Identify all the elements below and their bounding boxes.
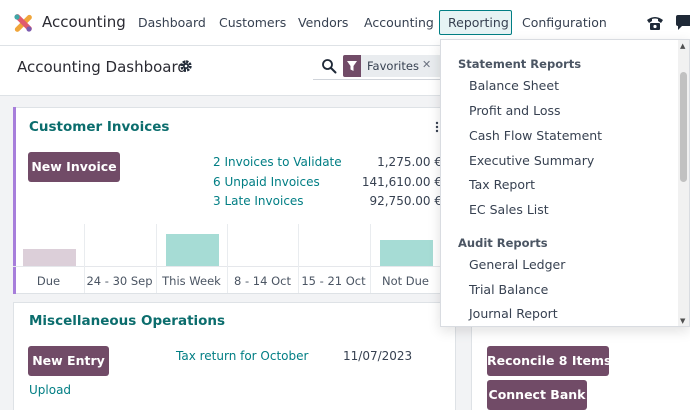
chat-icon[interactable] bbox=[674, 14, 690, 32]
menu-item-label: Tax Report bbox=[469, 177, 536, 192]
nav-configuration[interactable]: Configuration bbox=[522, 15, 607, 30]
chart-tick-label: 24 - 30 Sep bbox=[86, 274, 153, 288]
search-bar[interactable]: Favorites ✕ bbox=[313, 52, 451, 80]
search-facet-favorites[interactable]: Favorites ✕ bbox=[343, 55, 451, 77]
nav-reporting[interactable]: Reporting bbox=[439, 10, 512, 35]
chart-bar[interactable] bbox=[166, 234, 219, 266]
unpaid-invoices-link[interactable]: 6 Unpaid Invoices bbox=[213, 175, 320, 189]
facet-label: Favorites bbox=[367, 59, 419, 73]
scrollbar-thumb[interactable] bbox=[680, 72, 687, 182]
facet-remove-icon[interactable]: ✕ bbox=[422, 58, 432, 71]
menu-item-label: Executive Summary bbox=[469, 153, 595, 168]
app-name[interactable]: Accounting bbox=[42, 13, 126, 31]
card-menu-icon[interactable] bbox=[435, 121, 439, 133]
nav-accounting[interactable]: Accounting bbox=[364, 15, 434, 30]
menu-item-general-ledger[interactable]: General Ledger bbox=[441, 253, 676, 277]
menu-item-label: Journal Report bbox=[469, 306, 558, 321]
chart-bar[interactable] bbox=[23, 249, 76, 266]
chart-bar[interactable] bbox=[380, 240, 433, 266]
chart-tick-label: This Week bbox=[162, 274, 221, 288]
menu-item-label: General Ledger bbox=[469, 257, 566, 272]
menu-item-journal-report[interactable]: Journal Report bbox=[441, 302, 676, 326]
menu-item-ec-sales-list[interactable]: EC Sales List bbox=[441, 198, 676, 222]
chart-column-divider bbox=[227, 224, 228, 293]
new-entry-button[interactable]: New Entry bbox=[28, 346, 109, 376]
filter-icon bbox=[343, 55, 361, 77]
menu-item-balance-sheet[interactable]: Balance Sheet bbox=[441, 74, 676, 98]
card-accent-bar bbox=[13, 107, 16, 294]
menu-item-executive-summary[interactable]: Executive Summary bbox=[441, 149, 676, 173]
invoice-aging-chart: Due 24 - 30 Sep This Week 8 - 14 Oct 15 - 21… bbox=[13, 224, 441, 293]
tax-return-date: 11/07/2023 bbox=[343, 349, 413, 363]
nav-vendors[interactable]: Vendors bbox=[298, 15, 349, 30]
chart-column-divider bbox=[156, 224, 157, 293]
nav-dashboard[interactable]: Dashboard bbox=[138, 15, 206, 30]
menu-item-label: EC Sales List bbox=[469, 202, 549, 217]
upload-link[interactable]: Upload bbox=[29, 383, 72, 397]
dropdown-scrollbar[interactable]: ▲ ▼ bbox=[678, 40, 689, 326]
late-invoices-link[interactable]: 3 Late Invoices bbox=[213, 194, 304, 208]
gear-icon[interactable] bbox=[179, 59, 193, 73]
chart-column-divider bbox=[84, 224, 85, 293]
chart-column-divider bbox=[370, 224, 371, 293]
page-title: Accounting Dashboard bbox=[17, 58, 187, 76]
menu-item-profit-and-loss[interactable]: Profit and Loss bbox=[441, 99, 676, 123]
scroll-up-arrow-icon[interactable]: ▲ bbox=[680, 42, 686, 50]
nav-customers[interactable]: Customers bbox=[219, 15, 287, 30]
menu-item-trial-balance[interactable]: Trial Balance bbox=[441, 278, 676, 302]
scroll-down-arrow-icon[interactable]: ▼ bbox=[680, 317, 686, 325]
dropdown-section-header: Statement Reports bbox=[458, 57, 582, 71]
menu-item-cash-flow-statement[interactable]: Cash Flow Statement bbox=[441, 124, 676, 148]
menu-item-label: Cash Flow Statement bbox=[469, 128, 603, 143]
menu-item-label: Profit and Loss bbox=[469, 103, 561, 118]
invoices-to-validate-link[interactable]: 2 Invoices to Validate bbox=[213, 155, 342, 169]
chart-column-divider bbox=[298, 224, 299, 293]
menu-item-label: Trial Balance bbox=[469, 282, 549, 297]
phone-icon[interactable] bbox=[645, 14, 665, 32]
search-icon[interactable] bbox=[321, 58, 337, 74]
unpaid-invoices-amount: 141,610.00 € bbox=[361, 175, 442, 189]
reconcile-items-button[interactable]: Reconcile 8 Items bbox=[487, 346, 611, 376]
nav-reporting-label: Reporting bbox=[448, 15, 509, 30]
misc-operations-title[interactable]: Miscellaneous Operations bbox=[29, 313, 226, 329]
odoo-app-logo-icon[interactable] bbox=[12, 12, 34, 34]
chart-tick-label: Not Due bbox=[381, 274, 430, 288]
invoices-to-validate-amount: 1,275.00 € bbox=[377, 155, 442, 169]
late-invoices-amount: 92,750.00 € bbox=[369, 194, 442, 208]
top-navbar: Accounting Dashboard Customers Vendors A… bbox=[0, 0, 690, 46]
dropdown-section-header: Audit Reports bbox=[458, 236, 548, 250]
customer-invoices-title[interactable]: Customer Invoices bbox=[29, 119, 170, 135]
misc-operations-card: Miscellaneous Operations New Entry Uploa… bbox=[13, 302, 456, 410]
menu-item-tax-report[interactable]: Tax Report bbox=[441, 173, 676, 197]
menu-item-label: Balance Sheet bbox=[469, 78, 559, 93]
chart-tick-label: 15 - 21 Oct bbox=[301, 274, 366, 288]
chart-tick-label: Due bbox=[36, 274, 61, 288]
new-invoice-button[interactable]: New Invoice bbox=[28, 152, 120, 182]
chart-tick-label: 8 - 14 Oct bbox=[234, 274, 291, 288]
connect-bank-button[interactable]: Connect Bank bbox=[487, 380, 587, 410]
reporting-dropdown-menu: Statement Reports Balance Sheet Profit a… bbox=[440, 39, 690, 327]
tax-return-link[interactable]: Tax return for October bbox=[176, 349, 309, 363]
